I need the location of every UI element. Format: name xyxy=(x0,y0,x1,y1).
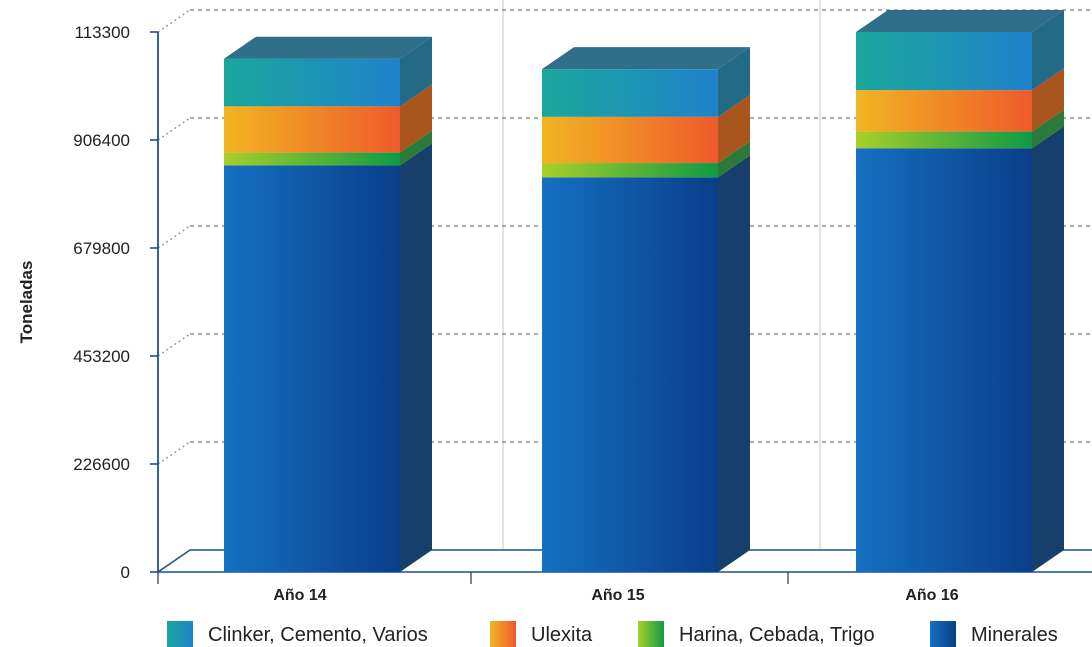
legend-label-clinker-cemento-varios: Clinker, Cemento, Varios xyxy=(208,624,428,646)
bar-segment-ulexita xyxy=(224,106,400,153)
legend-swatch-harina-cebada-trigo xyxy=(638,621,664,647)
bar-side-minerales xyxy=(400,143,432,572)
x-category-label: Año 14 xyxy=(273,587,326,604)
bar-side-minerales xyxy=(718,155,750,573)
bar-segment-clinker-cemento-varios xyxy=(856,32,1032,91)
y-tick-label: 453200 xyxy=(73,347,130,366)
legend-label-ulexita: Ulexita xyxy=(531,624,593,646)
bar-side-ulexita xyxy=(400,84,432,153)
legend-label-minerales: Minerales xyxy=(971,624,1058,646)
labels: 0 226600 453200 679800 906400 113300 Toneladas… xyxy=(17,23,959,604)
bar-side-harina-cebada-trigo xyxy=(718,141,750,178)
bar-segment-minerales xyxy=(224,165,400,572)
bars xyxy=(224,10,1064,573)
legend-label-harina-cebada-trigo: Harina, Cebada, Trigo xyxy=(679,624,875,646)
x-category-label: Año 16 xyxy=(905,587,958,604)
bar-segment-ulexita xyxy=(856,90,1032,132)
bar-top-face xyxy=(856,10,1064,32)
bar-segment-harina-cebada-trigo xyxy=(856,131,1032,149)
gridline-depth xyxy=(157,225,191,249)
bar-side-clinker-cemento-varios xyxy=(718,47,750,117)
bar-top-face xyxy=(224,36,432,59)
bar-segment-minerales xyxy=(542,177,718,573)
gridline-depth xyxy=(157,117,191,141)
bar-side-ulexita xyxy=(1032,68,1064,132)
y-axis-title: Toneladas xyxy=(17,261,36,344)
bar-segment-clinker-cemento-varios xyxy=(224,58,400,107)
bar-side-ulexita xyxy=(718,94,750,164)
bar-segment-clinker-cemento-varios xyxy=(542,69,718,117)
bar-segment-harina-cebada-trigo xyxy=(542,163,718,178)
y-tick-label: 226600 xyxy=(73,455,130,474)
legend-swatch-clinker-cemento-varios xyxy=(167,621,193,647)
legend-swatch-minerales xyxy=(930,621,956,647)
y-tick-label: 906400 xyxy=(73,131,130,150)
legend: Clinker, Cemento, Varios Ulexita Harina, C… xyxy=(167,621,1058,647)
x-category-label: Año 15 xyxy=(591,587,644,604)
bar-segment-harina-cebada-trigo xyxy=(224,152,400,166)
bar-side-harina-cebada-trigo xyxy=(400,130,432,166)
bar-side-minerales xyxy=(1032,126,1064,572)
gridline-depth xyxy=(157,9,191,33)
bar-side-harina-cebada-trigo xyxy=(1032,109,1064,149)
y-tick-label: 679800 xyxy=(73,239,130,258)
bar-side-clinker-cemento-varios xyxy=(400,36,432,107)
legend-swatch-ulexita xyxy=(490,621,516,647)
y-tick-label: 0 xyxy=(121,563,130,582)
bar-side-clinker-cemento-varios xyxy=(1032,10,1064,91)
bar-segment-minerales xyxy=(856,148,1032,572)
floor-back-edge xyxy=(157,549,1092,573)
bar-segment-ulexita xyxy=(542,116,718,164)
gridline-depth xyxy=(157,333,191,357)
gridline-depth xyxy=(157,441,191,465)
y-tick-label: 113300 xyxy=(75,23,130,42)
bar-top-face xyxy=(542,47,750,70)
